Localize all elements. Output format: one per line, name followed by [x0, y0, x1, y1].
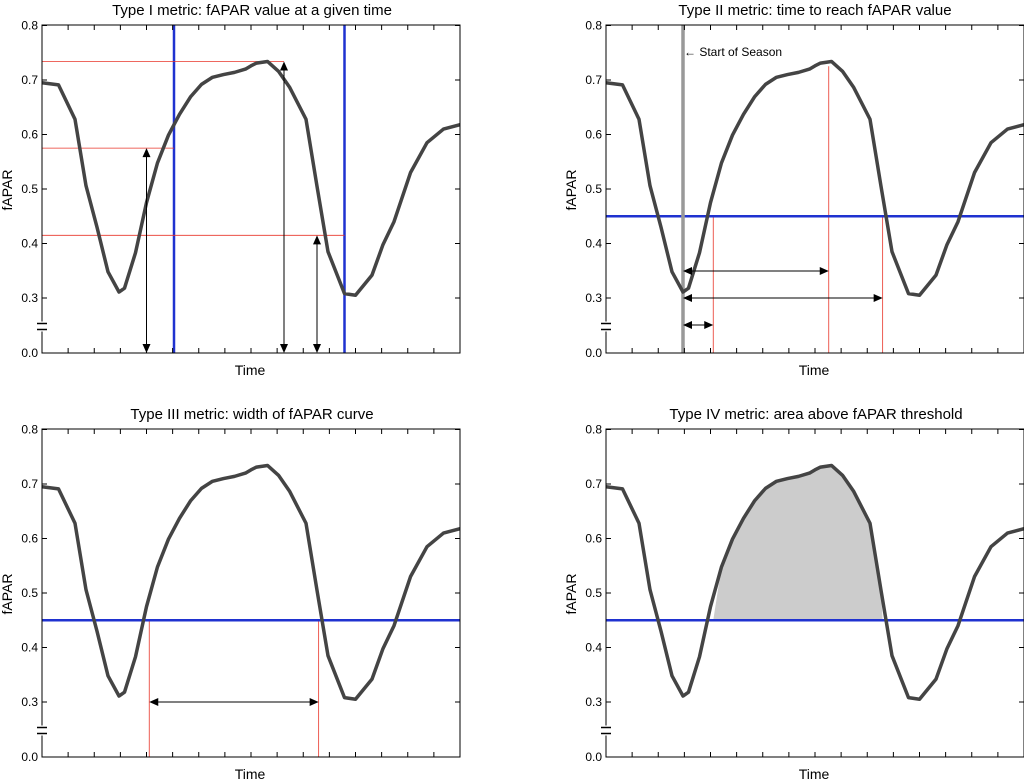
- y-tick-label: 0.6: [585, 128, 602, 142]
- fapar-curve: [41, 59, 461, 298]
- y-tick-label: 0.4: [21, 641, 38, 655]
- width-arrow-head-left: [149, 698, 159, 706]
- y-axis-label: fAPAR: [0, 170, 15, 211]
- y-tick-label: 0.5: [585, 586, 602, 600]
- panel-title: Type IV metric: area above fAPAR thresho…: [669, 406, 962, 423]
- y-axis-label: fAPAR: [0, 574, 15, 615]
- y-tick-label: 0.7: [585, 477, 602, 491]
- fapar-curve: [605, 59, 1024, 298]
- y-tick-label: 0.3: [21, 291, 38, 305]
- axis-break-gap: [35, 321, 49, 332]
- start-of-season-label: ← Start of Season: [684, 45, 782, 59]
- y-tick-label: 0.5: [21, 182, 38, 196]
- y-tick-label: 0.4: [21, 237, 38, 251]
- plot-frame: [41, 24, 461, 354]
- y-tick-label: 0.0: [21, 750, 38, 764]
- value-arrow-head-top: [313, 235, 321, 245]
- panel-type-2: Type II metric: time to reach fAPAR valu…: [563, 2, 1024, 378]
- value-arrow-head-bottom: [280, 344, 288, 353]
- y-tick-label: 0.8: [585, 423, 602, 437]
- y-tick-label: 0.8: [21, 423, 38, 437]
- fapar-curve: [41, 463, 461, 702]
- width-arrow-head-right: [309, 698, 319, 706]
- y-tick-label: 0.5: [585, 182, 602, 196]
- panel-type-3: Type III metric: width of fAPAR curve Ti…: [0, 406, 461, 779]
- plot-frame: [605, 24, 1024, 354]
- value-arrow-head-bottom: [313, 344, 321, 353]
- y-tick-label: 0.6: [21, 532, 38, 546]
- y-tick-label: 0.8: [585, 19, 602, 33]
- y-tick-label: 0.0: [585, 346, 602, 360]
- y-tick-label: 0.3: [585, 291, 602, 305]
- y-tick-label: 0.6: [21, 128, 38, 142]
- panel-title: Type II metric: time to reach fAPAR valu…: [678, 2, 951, 19]
- y-tick-label: 0.4: [585, 237, 602, 251]
- value-arrow-head-top: [280, 61, 288, 71]
- axis-break-gap: [599, 725, 613, 736]
- x-axis-label: Time: [799, 766, 830, 779]
- time-arrow-head-left: [683, 267, 692, 275]
- time-arrow-head-right: [819, 267, 829, 275]
- y-tick-label: 0.6: [585, 532, 602, 546]
- x-axis-label: Time: [235, 766, 266, 779]
- y-tick-label: 0.0: [21, 346, 38, 360]
- y-axis-label: fAPAR: [563, 170, 579, 211]
- panel-type-1: Type I metric: fAPAR value at a given ti…: [0, 2, 461, 378]
- x-axis-label: Time: [799, 362, 830, 378]
- y-tick-label: 0.5: [21, 586, 38, 600]
- time-arrow-head-left: [683, 321, 692, 329]
- y-tick-label: 0.7: [585, 73, 602, 87]
- plot-frame: [41, 428, 461, 758]
- panel-title: Type III metric: width of fAPAR curve: [130, 406, 373, 423]
- area-above-threshold: [713, 465, 883, 621]
- fapar-curve: [605, 463, 1024, 702]
- time-arrow-head-right: [873, 294, 883, 302]
- time-arrow-head-left: [683, 294, 692, 302]
- x-axis-label: Time: [235, 362, 266, 378]
- y-tick-label: 0.4: [585, 641, 602, 655]
- axis-break-gap: [599, 321, 613, 332]
- y-tick-label: 0.3: [21, 695, 38, 709]
- panel-type-4: Type IV metric: area above fAPAR thresho…: [563, 406, 1024, 779]
- y-tick-label: 0.0: [585, 750, 602, 764]
- y-tick-label: 0.8: [21, 19, 38, 33]
- y-tick-label: 0.7: [21, 477, 38, 491]
- panel-title: Type I metric: fAPAR value at a given ti…: [112, 2, 392, 19]
- y-tick-label: 0.7: [21, 73, 38, 87]
- axis-break-gap: [35, 725, 49, 736]
- time-arrow-head-right: [704, 321, 714, 329]
- value-arrow-head-top: [142, 148, 151, 158]
- y-tick-label: 0.3: [585, 695, 602, 709]
- y-axis-label: fAPAR: [563, 574, 579, 615]
